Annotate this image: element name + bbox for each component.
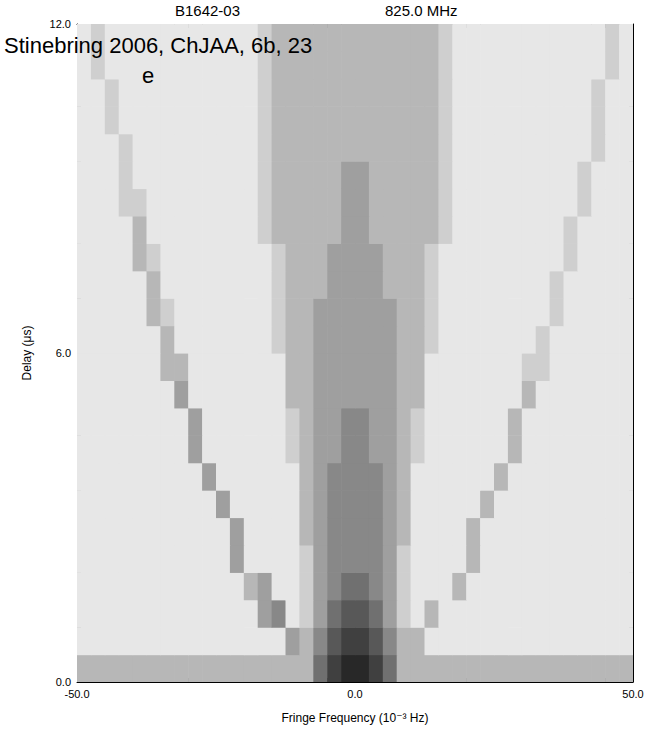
svg-text:e: e	[142, 63, 154, 88]
svg-text:825.0 MHz: 825.0 MHz	[385, 2, 458, 19]
svg-text:B1642-03: B1642-03	[175, 2, 240, 19]
svg-text:Stinebring 2006, ChJAA, 6b, 23: Stinebring 2006, ChJAA, 6b, 23	[4, 33, 312, 58]
svg-text:Fringe Frequency (10⁻³ Hz): Fringe Frequency (10⁻³ Hz)	[281, 711, 428, 725]
svg-text:50.0: 50.0	[622, 688, 643, 700]
svg-text:Delay (μs): Delay (μs)	[20, 326, 34, 381]
svg-text:0.0: 0.0	[347, 688, 362, 700]
svg-text:12.0: 12.0	[50, 18, 71, 30]
svg-text:6.0: 6.0	[56, 347, 71, 359]
svg-text:-50.0: -50.0	[64, 688, 89, 700]
svg-text:0.0: 0.0	[56, 676, 71, 688]
